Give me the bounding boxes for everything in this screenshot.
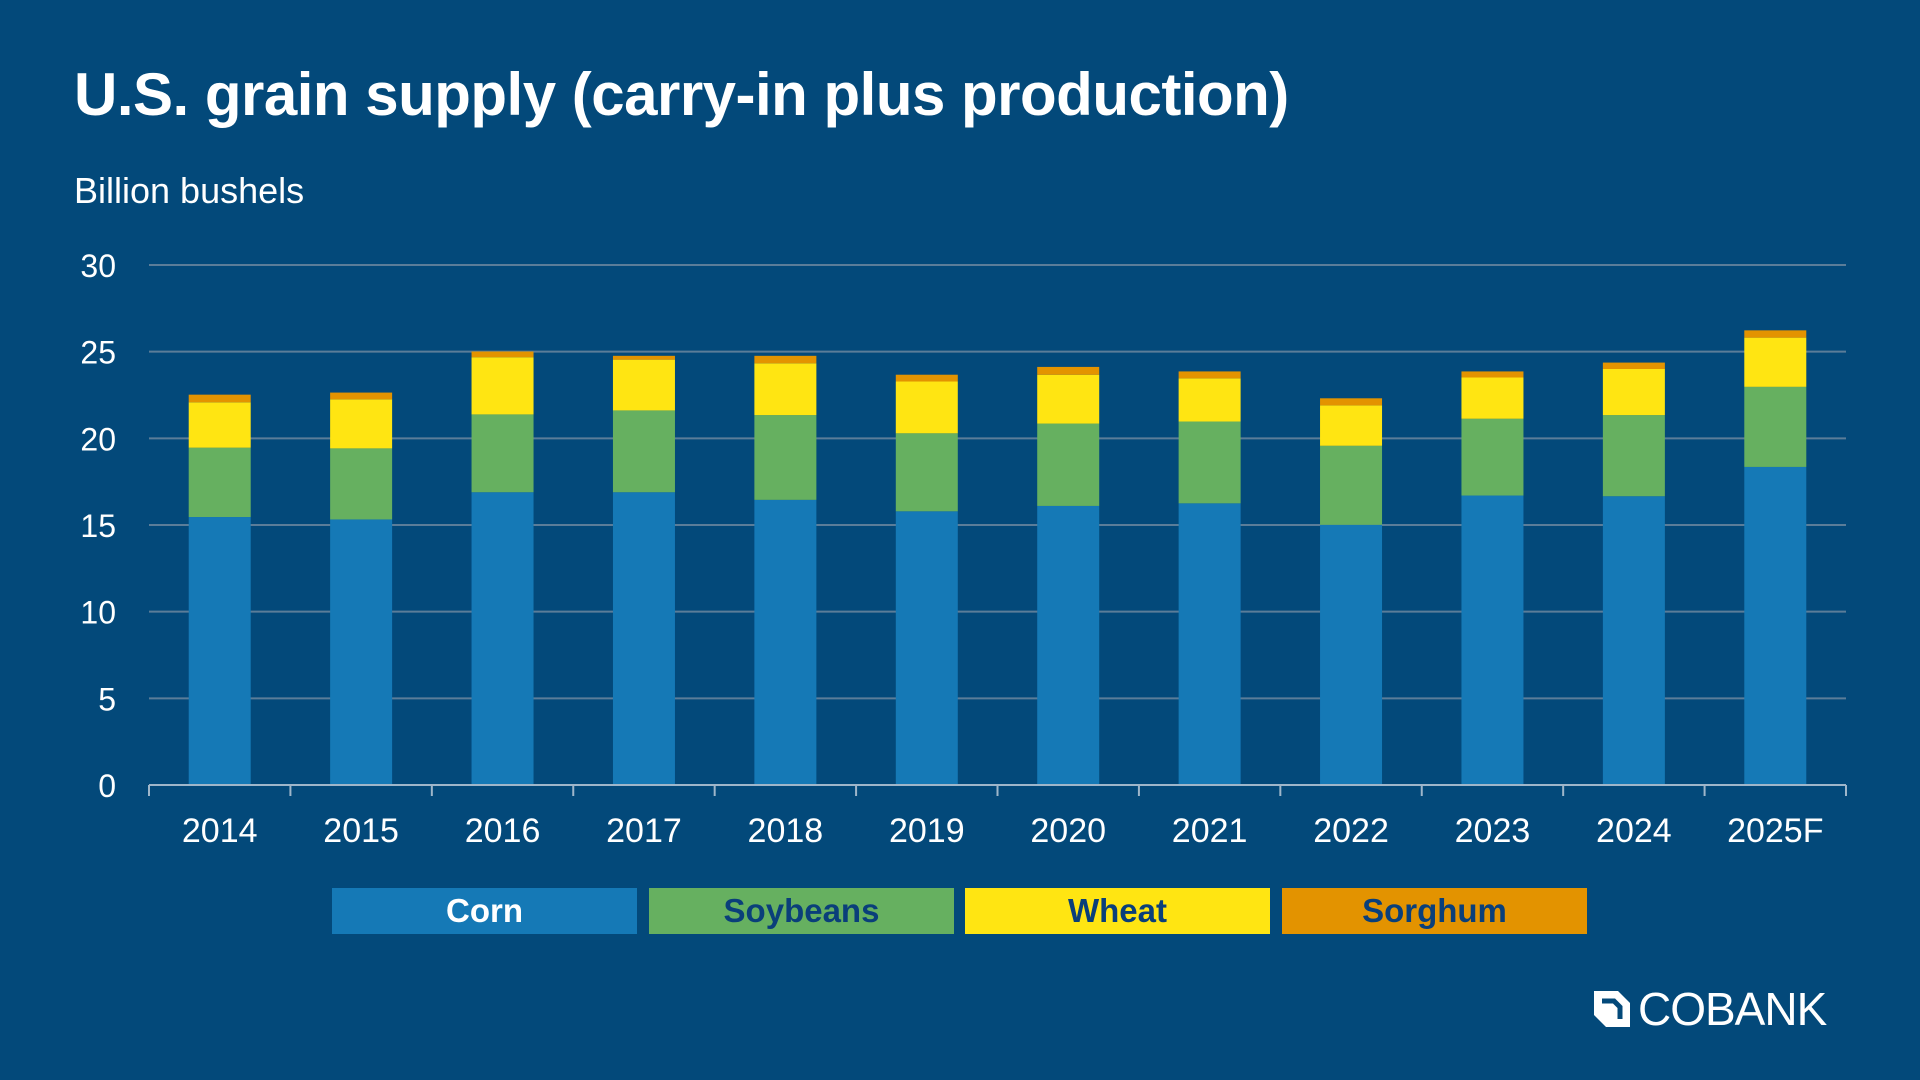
bar-segment-soybeans (1037, 423, 1100, 506)
x-tick-label: 2020 (1030, 812, 1106, 850)
bar-segment-wheat (612, 359, 675, 411)
x-tick-label: 2017 (606, 812, 682, 850)
bar-segment-corn (1461, 495, 1524, 785)
bar-segment-sorghum (1178, 371, 1241, 379)
bar-segment-soybeans (330, 448, 393, 520)
legend-item-corn: Corn (332, 888, 637, 934)
bar-segment-soybeans (754, 415, 817, 500)
cobank-logo-mark-icon (1594, 991, 1630, 1027)
x-tick-label: 2023 (1455, 812, 1531, 850)
bar-segment-sorghum (1744, 330, 1807, 338)
bar-segment-soybeans (1320, 445, 1383, 525)
bar-segment-sorghum (1320, 398, 1383, 406)
x-tick-label: 2014 (182, 812, 258, 850)
bar-segment-sorghum (188, 394, 251, 403)
bar-segment-soybeans (612, 410, 675, 493)
bar-segment-wheat (1037, 374, 1100, 424)
x-tick-label: 2019 (889, 812, 965, 850)
x-tick-label: 2018 (748, 812, 824, 850)
y-tick-label: 5 (98, 681, 116, 717)
x-tick-label: 2016 (465, 812, 541, 850)
y-tick-label: 10 (80, 595, 116, 631)
cobank-logo: COBANK (1592, 982, 1827, 1036)
bar-segment-corn (612, 492, 675, 785)
bar-segment-corn (471, 492, 534, 785)
bar-segment-wheat (1178, 378, 1241, 422)
bar-segment-corn (1744, 466, 1807, 785)
bar-segment-corn (1320, 524, 1383, 785)
bar-segment-sorghum (754, 355, 817, 364)
bar-segment-corn (188, 517, 251, 785)
bar-segment-corn (1602, 496, 1665, 785)
chart-title: U.S. grain supply (carry-in plus product… (74, 61, 1289, 128)
bar-segment-wheat (1744, 337, 1807, 387)
y-tick-label: 0 (98, 768, 116, 804)
bar-segment-soybeans (1744, 386, 1807, 467)
x-tick-label: 2022 (1313, 812, 1389, 850)
bar-segment-wheat (1602, 369, 1665, 416)
bar-segment-wheat (1320, 405, 1383, 446)
bar-segment-soybeans (471, 414, 534, 493)
bar-segment-wheat (1461, 377, 1524, 419)
bar-segment-corn (330, 519, 393, 785)
bar-segment-corn (1037, 505, 1100, 785)
bar-segment-corn (1178, 503, 1241, 785)
bar-segment-soybeans (1178, 421, 1241, 504)
bar-segment-soybeans (1461, 418, 1524, 496)
y-tick-label: 25 (80, 335, 116, 371)
bar-segment-soybeans (1602, 415, 1665, 497)
bar-segment-soybeans (895, 433, 958, 512)
bar-segment-corn (754, 499, 817, 785)
y-tick-label: 15 (80, 508, 116, 544)
bar-segment-wheat (188, 402, 251, 448)
bar-segment-wheat (330, 399, 393, 449)
y-tick-label: 30 (80, 248, 116, 284)
bar-segment-soybeans (188, 447, 251, 518)
bar-segment-sorghum (1461, 371, 1524, 378)
bar-segment-sorghum (471, 351, 534, 358)
legend-item-wheat: Wheat (965, 888, 1270, 934)
legend-item-soybeans: Soybeans (649, 888, 954, 934)
cobank-logo-text: COBANK (1638, 983, 1827, 1035)
bar-segment-wheat (895, 381, 958, 434)
x-tick-label: 2025F (1727, 812, 1823, 850)
x-tick-label: 2024 (1596, 812, 1672, 850)
bar-segment-sorghum (1037, 366, 1100, 375)
bar-segment-sorghum (612, 355, 675, 360)
bar-segment-sorghum (895, 374, 958, 382)
legend-item-sorghum: Sorghum (1282, 888, 1587, 934)
bar-segment-wheat (471, 357, 534, 415)
x-tick-label: 2015 (323, 812, 399, 850)
bar-segment-sorghum (1602, 362, 1665, 369)
bar-segment-sorghum (330, 392, 393, 400)
bar-segment-wheat (754, 363, 817, 416)
x-tick-label: 2021 (1172, 812, 1248, 850)
bar-segment-corn (895, 511, 958, 785)
y-axis-unit-label: Billion bushels (74, 170, 305, 211)
y-tick-label: 20 (80, 421, 116, 457)
